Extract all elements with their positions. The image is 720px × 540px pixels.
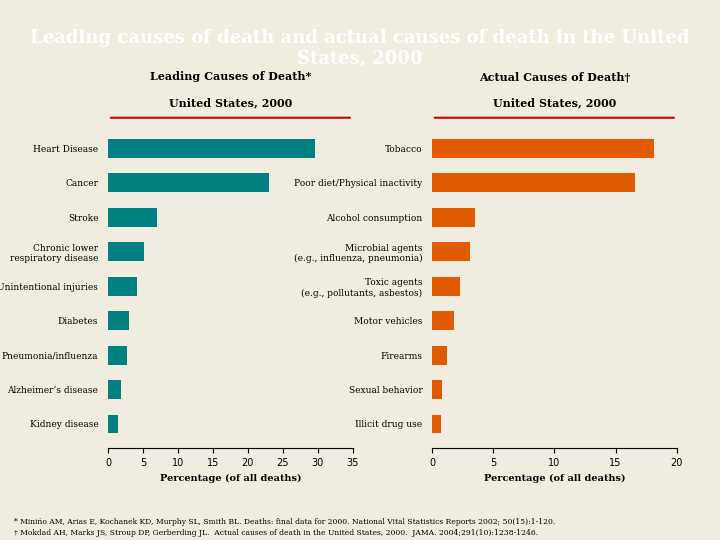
Text: Actual Causes of Death†: Actual Causes of Death† [479,71,630,82]
Text: † Mokdad AH, Marks JS, Stroup DP, Gerberding JL.  Actual causes of death in the : † Mokdad AH, Marks JS, Stroup DP, Gerber… [14,529,539,537]
Bar [108,173,269,192]
Text: Leading causes of death and actual causes of death in the United
States, 2000: Leading causes of death and actual cause… [30,29,690,68]
Bar [108,139,315,158]
Bar [108,380,120,399]
X-axis label: Percentage (of all deaths): Percentage (of all deaths) [484,474,625,483]
Bar [432,208,475,227]
X-axis label: Percentage (of all deaths): Percentage (of all deaths) [160,474,301,483]
Bar [108,242,145,261]
Text: United States, 2000: United States, 2000 [168,97,292,108]
Bar [432,311,454,330]
Bar [108,208,157,227]
Bar [108,276,137,296]
Text: United States, 2000: United States, 2000 [492,97,616,108]
Bar [432,346,446,365]
Bar [432,276,460,296]
Bar [432,139,654,158]
Text: * Miniño AM, Arias E, Kochanek KD, Murphy SL, Smith BL. Deaths: final data for 2: * Miniño AM, Arias E, Kochanek KD, Murph… [14,518,556,526]
Bar [432,173,635,192]
Bar [432,242,470,261]
Bar [108,311,129,330]
Text: Leading Causes of Death*: Leading Causes of Death* [150,71,311,82]
Bar [432,415,441,434]
Bar [108,415,119,434]
Bar [432,380,442,399]
Bar [108,346,127,365]
